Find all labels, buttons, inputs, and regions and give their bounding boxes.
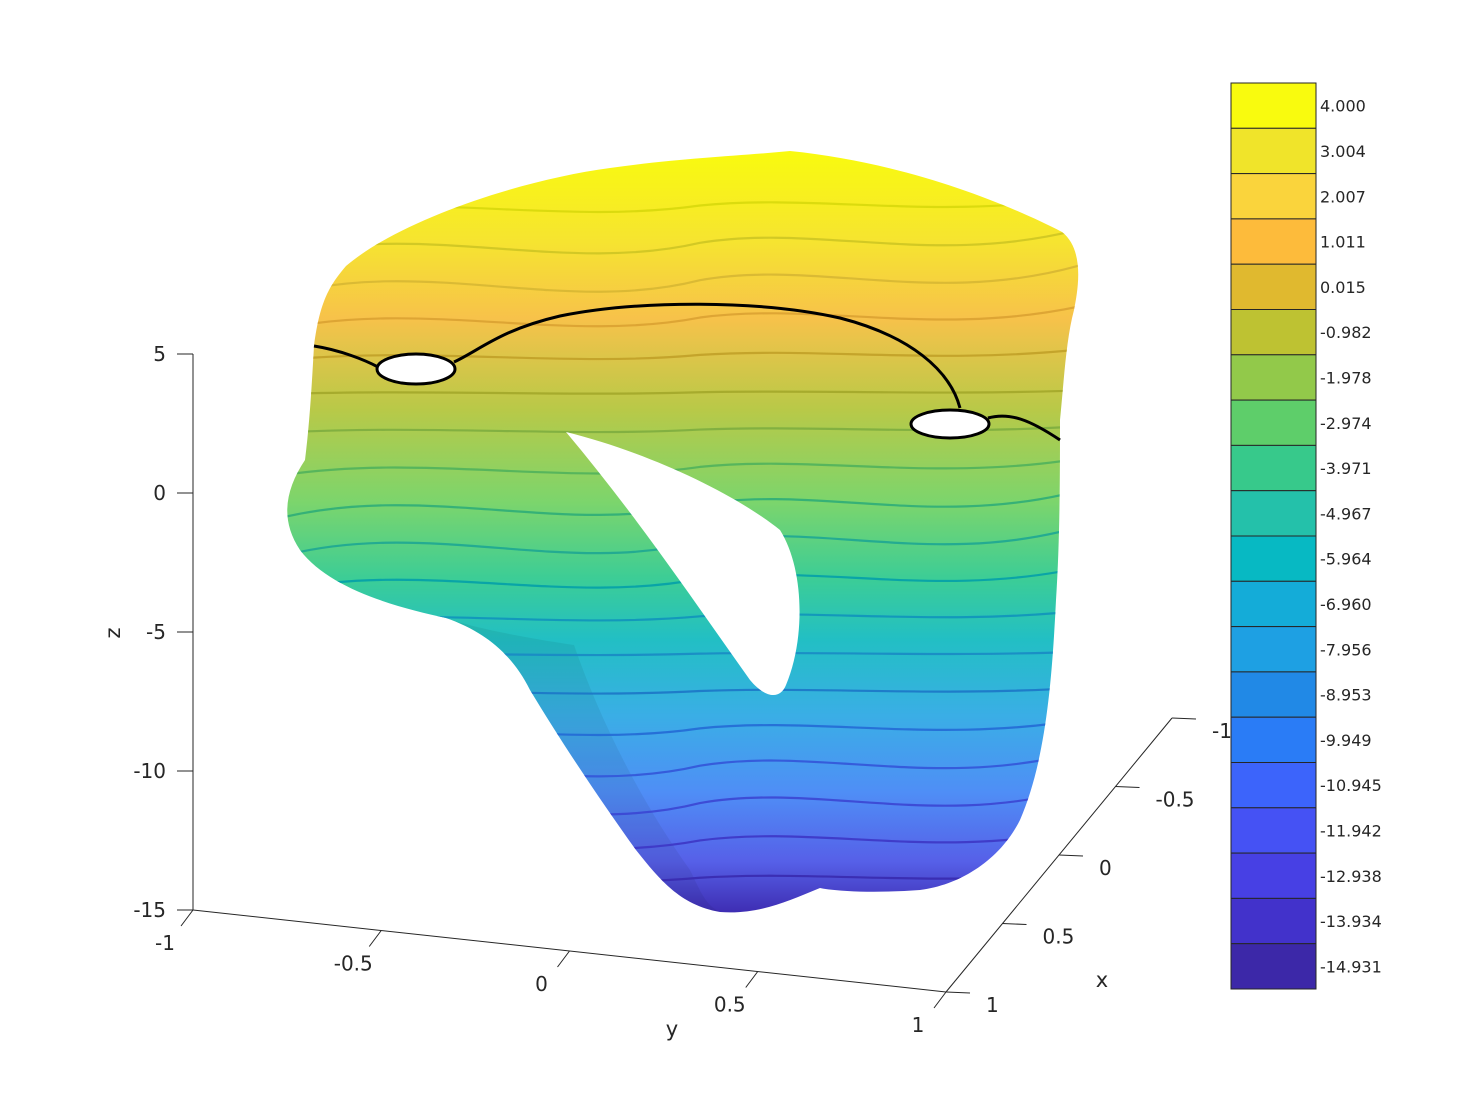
colorbar-swatch bbox=[1230, 399, 1317, 446]
contour-line bbox=[287, 388, 1079, 396]
colorbar-swatch bbox=[1230, 82, 1317, 129]
colorbar-swatch bbox=[1230, 897, 1317, 945]
colorbar-swatch bbox=[1230, 580, 1317, 628]
axes-3d: 5 0 -5 -10 -15 z -1 -0.5 0 0.5 1 y 1 0.5 0 -0.5 -1 x bbox=[101, 342, 1232, 1041]
colorbar-label: -8.953 bbox=[1320, 686, 1372, 705]
colorbar-swatch bbox=[1230, 762, 1317, 809]
contour-line bbox=[287, 455, 1079, 479]
colorbar-swatch bbox=[1230, 263, 1317, 311]
colorbar-swatch bbox=[1230, 671, 1317, 718]
colorbar-label: -10.945 bbox=[1320, 776, 1382, 795]
colorbar-label: -4.967 bbox=[1320, 504, 1372, 523]
colorbar-label: -1.978 bbox=[1320, 368, 1372, 387]
y-tick bbox=[180, 909, 194, 927]
surface-plot bbox=[287, 151, 1079, 913]
colorbar-label: 1.011 bbox=[1320, 233, 1366, 252]
colorbar-frame bbox=[1230, 82, 1317, 990]
contour-line-shadow bbox=[287, 261, 1079, 300]
colorbar: 4.000 3.004 2.007 1.011 0.015 -0.982 -1.978 -2.… bbox=[1230, 82, 1382, 990]
colorbar-swatch bbox=[1230, 535, 1317, 582]
colorbar-label: 0.015 bbox=[1320, 278, 1366, 297]
colorbar-swatch bbox=[1230, 626, 1317, 673]
z-axis-label: z bbox=[101, 627, 125, 638]
colorbar-label: -7.956 bbox=[1320, 640, 1372, 659]
x-tick-label: 1 bbox=[986, 993, 999, 1017]
y-tick-label: -0.5 bbox=[334, 952, 373, 976]
colorbar-label: -3.971 bbox=[1320, 459, 1372, 478]
x-tick-label: -0.5 bbox=[1156, 788, 1195, 812]
contour-line-shadow bbox=[287, 455, 1079, 479]
surface-hole-right bbox=[909, 408, 991, 440]
colorbar-label: -9.949 bbox=[1320, 731, 1372, 750]
y-tick-label: 0.5 bbox=[714, 993, 746, 1017]
y-tick-label: 0 bbox=[535, 972, 548, 996]
colorbar-swatch bbox=[1230, 309, 1317, 356]
z-tick-label: 5 bbox=[153, 342, 166, 366]
y-tick-label: 1 bbox=[912, 1013, 925, 1037]
colorbar-swatch bbox=[1230, 444, 1317, 492]
x-tick bbox=[1171, 717, 1197, 720]
colorbar-label: -6.960 bbox=[1320, 595, 1372, 614]
colorbar-swatch bbox=[1230, 852, 1317, 899]
contour-line-shadow bbox=[287, 303, 1079, 333]
colorbar-swatch bbox=[1230, 218, 1317, 265]
surface-fold-shade bbox=[446, 618, 720, 912]
x-tick bbox=[1115, 786, 1140, 788]
y-tick bbox=[933, 991, 947, 1009]
colorbar-swatch bbox=[1230, 173, 1317, 220]
colorbar-swatch bbox=[1230, 716, 1317, 764]
surface-hole-center bbox=[566, 432, 800, 696]
colorbar-label: -13.934 bbox=[1320, 912, 1382, 931]
contour-line-shadow bbox=[287, 388, 1079, 396]
contour-line bbox=[287, 911, 1079, 913]
z-tick-label: -5 bbox=[146, 620, 166, 644]
colorbar-swatch bbox=[1230, 490, 1317, 537]
x-tick-label: 0 bbox=[1099, 856, 1112, 880]
colorbar-label: -0.982 bbox=[1320, 323, 1372, 342]
z-tick-label: -15 bbox=[133, 898, 166, 922]
colorbar-label: 2.007 bbox=[1320, 187, 1366, 206]
colorbar-label: -14.931 bbox=[1320, 957, 1382, 976]
y-tick-label: -1 bbox=[155, 931, 175, 955]
y-tick bbox=[557, 950, 570, 968]
contour-line bbox=[287, 303, 1079, 333]
x-tick bbox=[945, 991, 971, 994]
z-tick-label: -10 bbox=[133, 759, 166, 783]
z-tick-label: 0 bbox=[153, 481, 166, 505]
y-tick bbox=[368, 930, 382, 947]
contour-line bbox=[287, 225, 1079, 261]
colorbar-label: -2.974 bbox=[1320, 414, 1372, 433]
x-tick-label: 0.5 bbox=[1043, 925, 1075, 949]
colorbar-swatch bbox=[1230, 127, 1317, 175]
colorbar-swatch bbox=[1230, 943, 1317, 990]
x-tick-label: -1 bbox=[1212, 719, 1232, 743]
colorbar-label: 4.000 bbox=[1320, 97, 1366, 116]
x-axis-label: x bbox=[1096, 968, 1108, 992]
y-axis-label: y bbox=[666, 1017, 678, 1041]
surface-hole-left bbox=[375, 352, 457, 386]
colorbar-swatch bbox=[1230, 807, 1317, 854]
contour-line-shadow bbox=[287, 911, 1079, 913]
colorbar-label: 3.004 bbox=[1320, 142, 1366, 161]
colorbar-label: -11.942 bbox=[1320, 821, 1382, 840]
y-tick bbox=[745, 971, 759, 988]
colorbar-label: -5.964 bbox=[1320, 550, 1372, 569]
colorbar-label: -12.938 bbox=[1320, 867, 1382, 886]
zero-level-contour bbox=[313, 302, 1061, 442]
x-tick bbox=[1058, 854, 1084, 857]
contour-line bbox=[287, 261, 1079, 300]
contour-line-shadow bbox=[287, 225, 1079, 261]
x-tick bbox=[1002, 923, 1027, 925]
colorbar-swatch bbox=[1230, 354, 1317, 401]
